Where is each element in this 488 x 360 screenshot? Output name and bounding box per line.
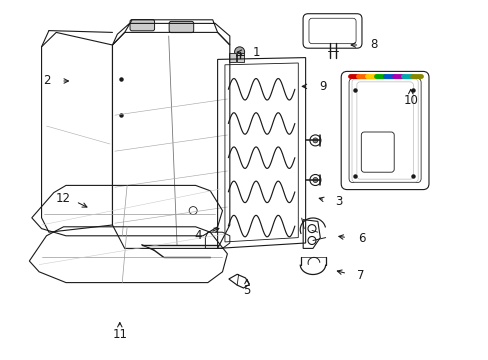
Text: 12: 12 [56, 192, 71, 204]
Text: 2: 2 [42, 75, 50, 87]
Text: 10: 10 [403, 94, 417, 107]
Text: 6: 6 [357, 232, 365, 246]
Circle shape [234, 47, 244, 57]
FancyBboxPatch shape [130, 19, 154, 31]
Text: 5: 5 [243, 284, 250, 297]
Text: 3: 3 [335, 195, 342, 208]
Text: 1: 1 [252, 46, 260, 59]
Text: 4: 4 [194, 229, 201, 242]
Text: 7: 7 [357, 269, 364, 282]
Text: 8: 8 [369, 39, 377, 51]
Bar [228, 53, 235, 62]
FancyBboxPatch shape [169, 21, 193, 33]
Circle shape [312, 177, 317, 183]
Text: 9: 9 [318, 80, 326, 93]
Circle shape [312, 138, 317, 143]
Bar [237, 53, 244, 62]
Text: 11: 11 [112, 328, 127, 341]
